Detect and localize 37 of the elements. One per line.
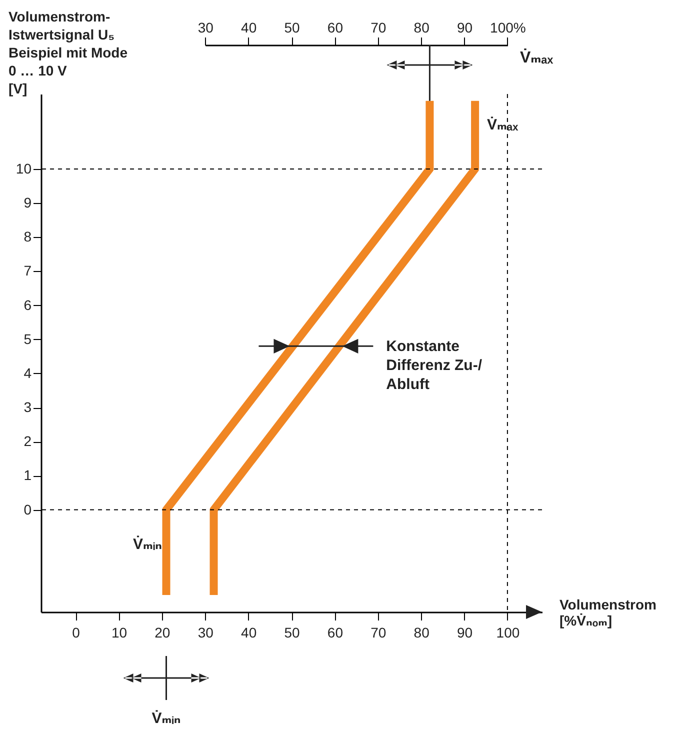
y-tick-label: 1 (24, 467, 32, 484)
x-tick-label: 50 (284, 624, 300, 640)
x-tick-label: 80 (414, 624, 430, 640)
x2-tick-label: 90 (456, 20, 473, 36)
annotation: Konstante Differenz Zu-/ Abluft (386, 338, 483, 394)
annotation: V̇ₘₐₓ (487, 116, 519, 134)
x2-tick-label: 30 (198, 20, 214, 36)
x-tick-label: 20 (154, 624, 170, 640)
x-tick-label: 70 (370, 624, 386, 640)
x2-tick-label: 70 (370, 20, 386, 36)
x-tick-label: 0 (72, 624, 80, 640)
x2-tick-label: 100% (490, 20, 526, 36)
y-tick-label: 10 (16, 160, 32, 176)
text: V̇ₘᵢₙ (152, 710, 181, 727)
x2-axis-title: V̇ₘₐₓ (520, 48, 554, 66)
y-tick-label: 0 (24, 501, 32, 518)
x-tick-label: 60 (327, 624, 344, 640)
y-tick-label: 6 (24, 296, 32, 313)
y-tick-label: 3 (24, 399, 32, 416)
y-tick-label: 9 (24, 194, 32, 211)
x-tick-label: 100 (496, 624, 520, 640)
x2-tick-label: 40 (241, 20, 257, 36)
x2-tick-label: 80 (414, 20, 430, 36)
y-tick-label: 8 (24, 228, 32, 245)
x-tick-label: 40 (241, 624, 257, 640)
y-tick-label: 4 (24, 364, 32, 381)
x-tick-label: 10 (111, 624, 128, 640)
y-tick-label: 7 (24, 262, 32, 279)
x-axis-title: Volumenstrom [%V̇ₙₒₘ] (560, 596, 656, 628)
annotation: V̇ₘᵢₙ (133, 536, 162, 553)
x-tick-label: 90 (456, 624, 473, 640)
x2-tick-label: 50 (284, 20, 300, 36)
y-axis-title: Volumenstrom- Istwertsignal U₅ Beispiel mit Mode 0 … 10 V [V] (8, 8, 128, 96)
y-tick-label: 2 (24, 433, 32, 450)
x2-tick-label: 60 (327, 20, 344, 36)
y-tick-label: 5 (24, 330, 32, 347)
x-tick-label: 30 (198, 624, 214, 640)
